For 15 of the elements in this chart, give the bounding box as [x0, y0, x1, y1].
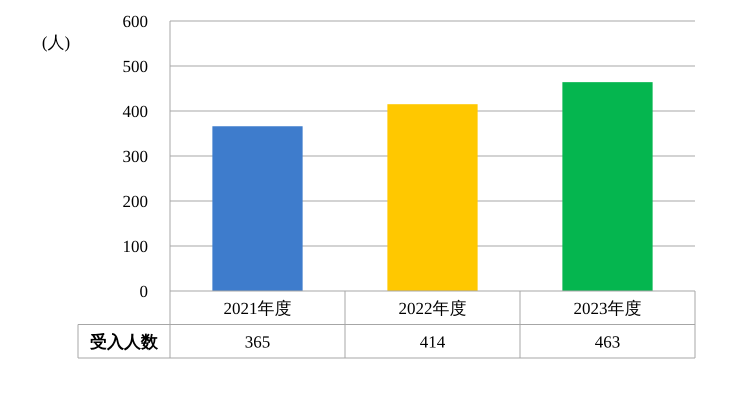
x-tick-label: 2021年度 [224, 298, 292, 318]
x-tick-label: 2023年度 [574, 298, 642, 318]
data-label: 463 [594, 332, 620, 352]
text: 受入人数 [90, 332, 159, 352]
y-axis-title: (人) [42, 33, 70, 52]
y-tick-label: 100 [122, 237, 148, 256]
data-label: 365 [244, 332, 270, 352]
y-tick-label: 600 [122, 12, 148, 31]
y-tick-label: 200 [122, 192, 148, 211]
y-tick-label: 300 [122, 147, 148, 166]
data-label: 414 [420, 332, 446, 352]
x-tick-label: 2022年度 [398, 298, 466, 318]
y-tick-label: 500 [122, 57, 148, 76]
y-tick-label: 400 [122, 102, 148, 121]
y-tick-label: 0 [140, 282, 148, 301]
